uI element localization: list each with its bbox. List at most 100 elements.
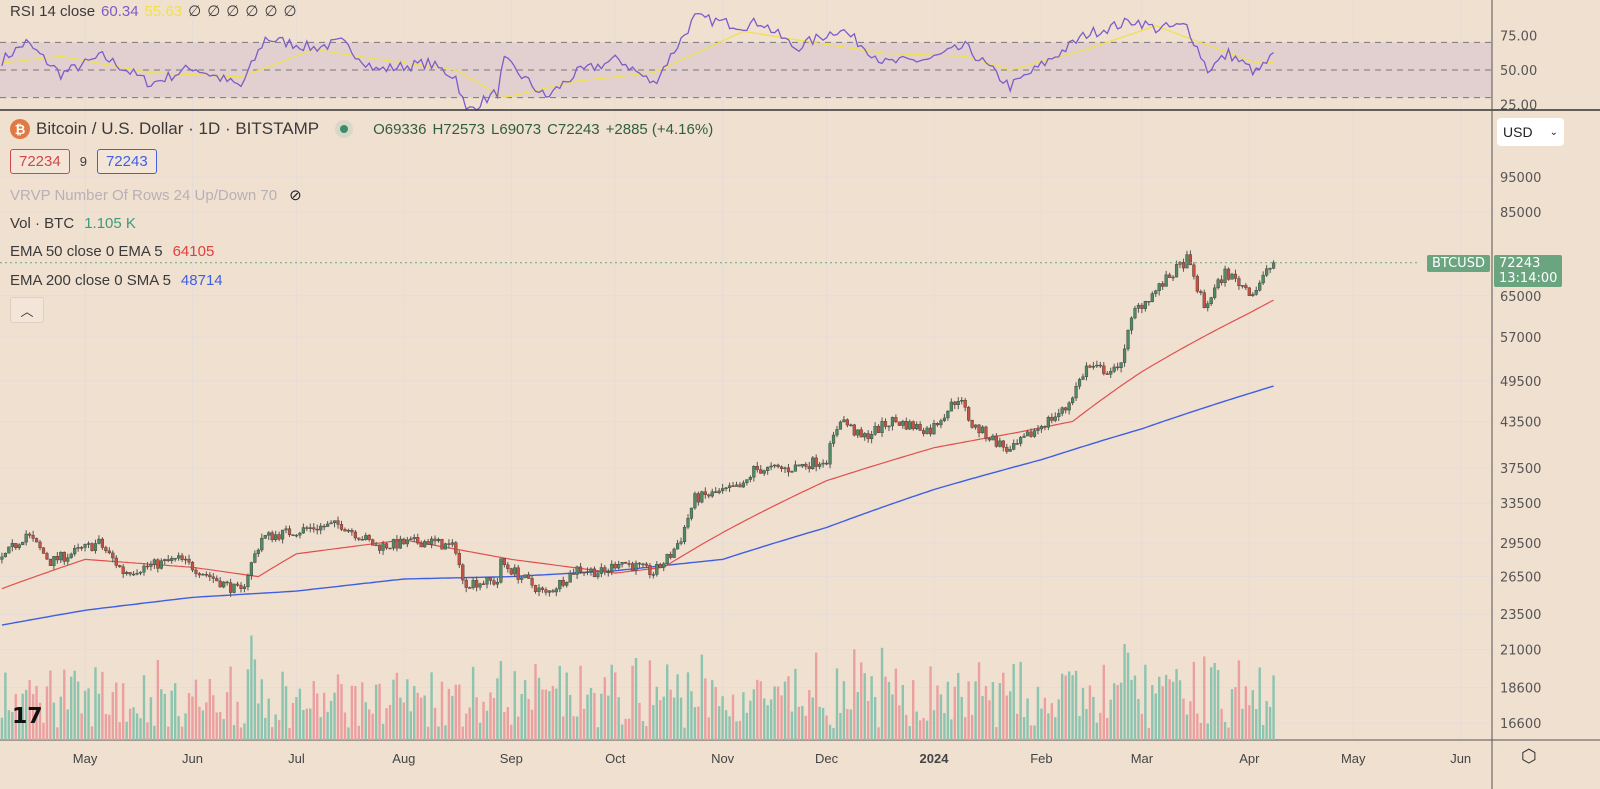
candle-up (332, 520, 337, 524)
volume-bar (423, 695, 426, 740)
volume-bar (1272, 675, 1275, 740)
candle-up (717, 490, 721, 493)
volume-bar (1171, 681, 1175, 740)
volume-bar (243, 723, 246, 740)
candle-down (315, 528, 319, 531)
candle-up (662, 563, 666, 568)
volume-legend[interactable]: Vol · BTC 1.105 K (10, 215, 136, 232)
candle-up (783, 467, 787, 470)
candle-up (86, 543, 91, 545)
volume-bar (738, 720, 742, 740)
volume-bar (465, 713, 468, 740)
volume-bar (378, 683, 381, 740)
buy-button[interactable]: 72243 (96, 149, 157, 174)
candle-down (970, 419, 974, 428)
tradingview-logo[interactable]: 𝟭𝟳 (12, 703, 43, 728)
volume-bar (395, 672, 399, 740)
volume-bar (555, 688, 558, 740)
candle-down (904, 421, 908, 430)
volume-bar (756, 679, 759, 740)
collapse-legend-button[interactable]: ︿ (10, 297, 44, 323)
candle-down (468, 587, 472, 589)
candle-down (714, 491, 718, 493)
candle-up (908, 421, 912, 430)
volume-bar (898, 705, 901, 740)
volume-bar (225, 692, 229, 740)
volume-bar (236, 701, 239, 740)
candle-down (894, 417, 898, 423)
candle-down (371, 539, 375, 546)
volume-bar (717, 706, 721, 740)
volume-bar (1265, 701, 1268, 740)
volume-bar (960, 696, 963, 740)
x-tick-label: Feb (1030, 751, 1052, 766)
ema50-legend[interactable]: EMA 50 close 0 EMA 5 64105 (10, 243, 214, 260)
symbol-title[interactable]: Bitcoin / U.S. Dollar · 1D · BITSTAMP (36, 119, 320, 138)
volume-bar (222, 719, 225, 740)
volume-bar (1251, 690, 1254, 740)
volume-value: 1.105 K (84, 215, 136, 232)
eye-hidden-icon[interactable]: ⊘ (289, 187, 302, 204)
ema200-value: 48714 (180, 272, 223, 289)
candle-down (62, 551, 66, 562)
candle-up (828, 443, 832, 465)
y-tick-label: 18600 (1500, 681, 1541, 696)
volume-bar (167, 726, 170, 740)
volume-bar (471, 666, 475, 740)
volume-bar (627, 718, 631, 740)
candle-down (114, 557, 118, 566)
candle-down (928, 427, 933, 435)
candle-up (152, 559, 156, 565)
volume-bar (322, 692, 326, 740)
volume-bar (31, 694, 35, 740)
volume-bar (1009, 691, 1012, 740)
volume-bar (1178, 680, 1182, 740)
vrvp-legend[interactable]: VRVP Number Of Rows 24 Up/Down 70 ⊘ (10, 186, 302, 205)
candle-down (187, 558, 191, 563)
sell-button[interactable]: 72234 (10, 149, 70, 174)
candle-down (145, 565, 150, 568)
candle-down (852, 424, 856, 436)
volume-bar (1050, 703, 1054, 740)
volume-bar (856, 691, 859, 740)
volume-bar (1237, 660, 1241, 740)
candle-up (710, 491, 714, 497)
volume-bar (866, 700, 870, 740)
volume-bar (603, 677, 607, 740)
volume-bar (73, 670, 76, 740)
volume-bar (298, 688, 302, 740)
volume-bar (1067, 671, 1071, 740)
candle-up (450, 542, 454, 545)
volume-bar (891, 694, 894, 740)
ema200-legend[interactable]: EMA 200 close 0 SMA 5 48714 (10, 272, 223, 289)
volume-bar (704, 678, 707, 740)
volume-bar (1137, 698, 1140, 740)
candle-down (544, 589, 548, 593)
volume-bar (974, 681, 977, 740)
candle-up (800, 463, 804, 467)
candle-down (90, 543, 94, 551)
candle-up (471, 580, 475, 588)
volume-bar (156, 659, 160, 740)
candle-down (1244, 285, 1248, 289)
currency-select[interactable]: USD ⌄ (1497, 118, 1564, 146)
volume-bar (118, 722, 121, 740)
volume-bar (645, 726, 648, 740)
chart-settings-icon[interactable]: ⬡ (1521, 746, 1537, 766)
candle-up (1067, 402, 1071, 411)
candle-up (1091, 365, 1095, 368)
candle-up (319, 525, 323, 531)
candle-down (190, 561, 195, 571)
candle-down (953, 401, 957, 405)
market-open-icon (335, 120, 354, 138)
volume-bar (205, 702, 208, 740)
candle-up (665, 554, 669, 564)
candle-up (568, 572, 572, 583)
candle-down (627, 563, 631, 565)
volume-bar (458, 684, 461, 740)
candle-up (52, 556, 56, 566)
y-tick-label: 49500 (1500, 375, 1541, 390)
candle-down (603, 567, 607, 573)
volume-bar (984, 685, 988, 740)
